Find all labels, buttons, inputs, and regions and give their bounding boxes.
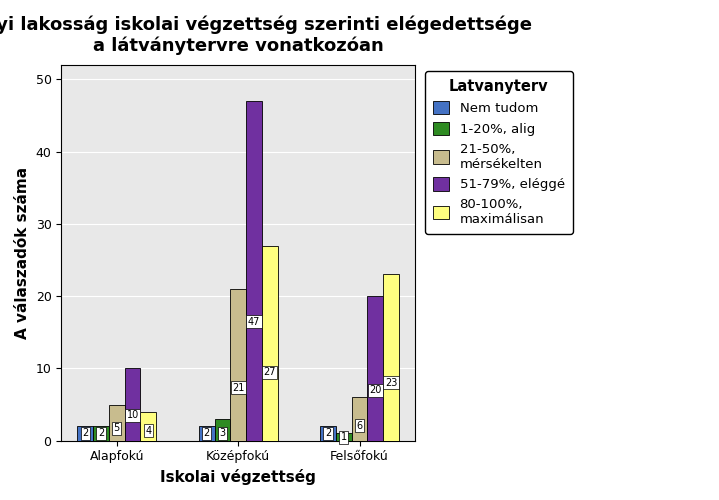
Text: 5: 5 — [114, 423, 120, 433]
Text: 21: 21 — [232, 382, 244, 392]
Text: 2: 2 — [82, 428, 88, 438]
Bar — [336, 434, 352, 440]
Bar — [246, 101, 262, 440]
Text: 1: 1 — [341, 432, 347, 442]
Bar — [214, 419, 230, 440]
Y-axis label: A válaszadók száma: A válaszadók száma — [15, 166, 30, 339]
Bar — [109, 404, 124, 440]
Bar — [140, 412, 156, 440]
Bar — [124, 368, 140, 440]
Text: 10: 10 — [127, 410, 139, 420]
Bar — [262, 246, 278, 440]
Text: 47: 47 — [248, 317, 260, 327]
Bar — [352, 398, 367, 440]
Legend: Nem tudom, 1-20%, alig, 21-50%,
mérsékelten, 51-79%, eléggé, 80-100%,
maximálisa: Nem tudom, 1-20%, alig, 21-50%, mérsékel… — [425, 72, 572, 234]
Text: 3: 3 — [219, 428, 226, 438]
Text: 20: 20 — [369, 385, 382, 395]
Title: A helyi lakosság iskolai végzettség szerinti elégedettsége
a látványtervre vonat: A helyi lakosság iskolai végzettség szer… — [0, 15, 531, 55]
Bar — [230, 289, 246, 440]
Bar — [320, 426, 336, 440]
Bar — [198, 426, 214, 440]
Text: 4: 4 — [145, 426, 152, 436]
Bar — [93, 426, 109, 440]
Text: 6: 6 — [357, 420, 362, 430]
Bar — [367, 296, 383, 440]
Text: 2: 2 — [98, 428, 104, 438]
Text: 23: 23 — [385, 378, 398, 388]
Text: 2: 2 — [203, 428, 210, 438]
Bar — [78, 426, 93, 440]
Bar — [383, 274, 399, 440]
Text: 2: 2 — [325, 428, 331, 438]
Text: 27: 27 — [263, 368, 276, 378]
X-axis label: Iskolai végzettség: Iskolai végzettség — [160, 469, 316, 485]
